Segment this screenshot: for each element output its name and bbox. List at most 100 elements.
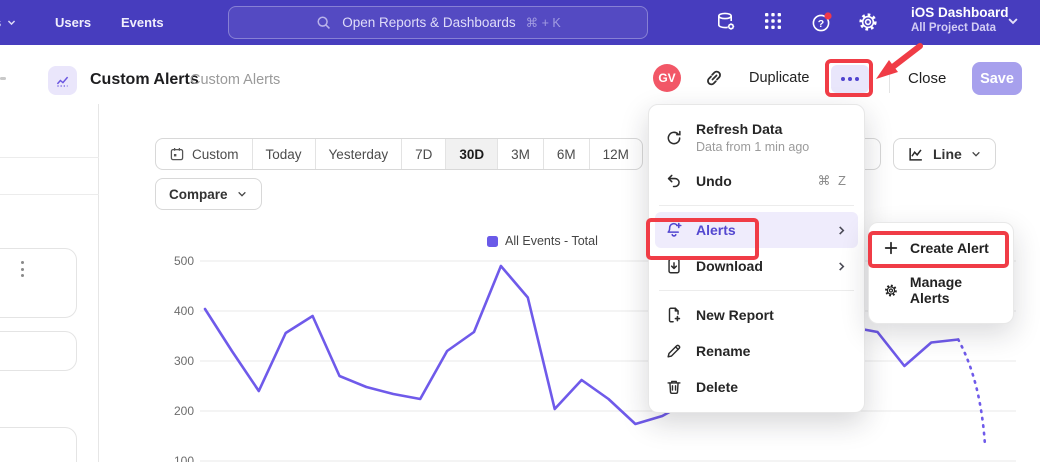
project-name: iOS Dashboard [911, 5, 1009, 20]
report-toolbar: Custom Alerts Custom Alerts GV Duplicate… [0, 45, 1040, 104]
trash-icon [667, 380, 681, 395]
svg-text:?: ? [818, 18, 824, 30]
search-placeholder: Open Reports & Dashboards [342, 15, 516, 30]
menu-item-label: Download [696, 258, 763, 274]
kebab-menu-icon[interactable] [21, 261, 24, 277]
menu-item-label: Rename [696, 343, 751, 359]
project-selector[interactable]: iOS Dashboard All Project Data [911, 5, 1009, 34]
chevron-down-icon [1008, 18, 1018, 25]
menu-item-label: Undo [696, 173, 732, 189]
more-options-menu: Refresh Data Data from 1 min ago Undo ⌘ … [648, 104, 865, 413]
chart-series-dashed-segment [956, 338, 987, 449]
date-range-yesterday[interactable]: Yesterday [316, 139, 403, 169]
date-range-7d[interactable]: 7D [402, 139, 447, 169]
menu-divider [659, 205, 854, 206]
copy-link-icon[interactable] [703, 67, 725, 89]
apps-grid-icon[interactable] [762, 10, 786, 34]
svg-text:500: 500 [174, 254, 194, 268]
date-range-30d-selected[interactable]: 30D [446, 139, 499, 169]
calendar-icon [170, 148, 184, 161]
download-icon [668, 258, 680, 274]
panel-divider [98, 104, 99, 462]
compare-button[interactable]: Compare [155, 178, 262, 210]
alerts-submenu: Create Alert Manage Alerts [868, 222, 1014, 324]
chart-legend: All Events - Total [487, 234, 598, 248]
menu-item-shortcut: ⌘ Z [817, 173, 848, 188]
duplicate-button[interactable]: Duplicate [749, 70, 810, 86]
close-button[interactable]: Close [908, 70, 947, 87]
gear-icon [885, 284, 897, 296]
menu-item-delete[interactable]: Delete [655, 369, 858, 405]
event-card[interactable] [0, 248, 77, 318]
chevron-right-icon [839, 261, 845, 271]
date-range-6m[interactable]: 6M [544, 139, 590, 169]
date-range-12m[interactable]: 12M [602, 146, 629, 162]
line-chart-icon [909, 148, 922, 161]
insights-report-icon [48, 66, 77, 95]
notification-dot [824, 12, 832, 20]
toolbar-divider [889, 65, 890, 93]
undo-icon [667, 174, 680, 188]
svg-text:400: 400 [174, 304, 194, 318]
menu-item-undo[interactable]: Undo ⌘ Z [655, 163, 858, 199]
menu-item-alerts[interactable]: Alerts [655, 212, 858, 248]
svg-text:100: 100 [174, 454, 194, 462]
menu-item-rename[interactable]: Rename [655, 333, 858, 369]
panel-section-divider [0, 194, 99, 195]
svg-text:300: 300 [174, 354, 194, 368]
menu-item-label: New Report [696, 307, 774, 323]
collapse-handle-fragment[interactable] [0, 77, 6, 80]
project-scope: All Project Data [911, 22, 996, 34]
submenu-item-label: Create Alert [910, 240, 989, 256]
menu-item-download[interactable]: Download [655, 248, 858, 284]
menu-item-new-report[interactable]: New Report [655, 297, 858, 333]
add-filter-card[interactable] [0, 331, 77, 371]
chevron-down-icon [237, 191, 246, 197]
menu-item-refresh-data[interactable]: Refresh Data Data from 1 min ago [655, 112, 858, 163]
settings-gear-icon[interactable] [856, 10, 880, 34]
bell-plus-icon [667, 222, 682, 237]
query-builder-panel [0, 104, 99, 462]
date-range-today[interactable]: Today [253, 139, 316, 169]
breakdown-card[interactable] [0, 427, 77, 462]
plus-icon [884, 241, 898, 255]
svg-text:200: 200 [174, 404, 194, 418]
search-shortcut: ⌘ + K [525, 16, 561, 30]
pencil-icon [667, 344, 681, 358]
submenu-item-manage-alerts[interactable]: Manage Alerts [875, 265, 1007, 315]
submenu-item-create-alert[interactable]: Create Alert [875, 231, 1007, 265]
menu-item-sublabel: Data from 1 min ago [696, 140, 810, 154]
nav-item-users[interactable]: Users [55, 15, 92, 30]
menu-item-label: Delete [696, 379, 739, 395]
help-icon[interactable]: ? [809, 10, 833, 34]
legend-label: All Events - Total [505, 234, 598, 248]
page-title: Custom Alerts [90, 71, 199, 88]
nav-item-events[interactable]: Events [121, 15, 164, 30]
file-plus-icon [668, 307, 681, 323]
date-range-label: Custom [192, 146, 239, 162]
chevron-down-icon [8, 20, 16, 26]
date-range-control: Custom Today Yesterday 7D 30D 3M 6M 12M [155, 138, 643, 170]
menu-item-label: Alerts [696, 222, 736, 238]
breadcrumb: Custom Alerts [190, 72, 281, 88]
top-navigation: s Users Events Open Reports & Dashboards… [0, 0, 1040, 45]
date-range-3m[interactable]: 3M [498, 139, 544, 169]
save-button[interactable]: Save [972, 62, 1022, 95]
menu-item-label: Refresh Data [696, 121, 783, 137]
search-icon [317, 16, 331, 29]
refresh-icon [667, 130, 681, 144]
data-icon[interactable] [714, 10, 738, 34]
chart-y-axis-labels: 500 400 300 200 100 [174, 254, 194, 462]
more-options-button[interactable] [831, 65, 869, 93]
avatar[interactable]: GV [653, 64, 681, 92]
chart-type-button[interactable]: Line [893, 138, 996, 170]
chevron-right-icon [839, 225, 845, 235]
legend-swatch [487, 235, 498, 247]
chevron-down-icon [971, 151, 980, 157]
submenu-item-label: Manage Alerts [909, 274, 963, 306]
compare-label: Compare [169, 186, 228, 202]
search-input[interactable]: Open Reports & Dashboards ⌘ + K [228, 6, 648, 39]
nav-partial-item[interactable]: s [0, 0, 17, 45]
date-range-custom[interactable]: Custom [156, 139, 253, 169]
